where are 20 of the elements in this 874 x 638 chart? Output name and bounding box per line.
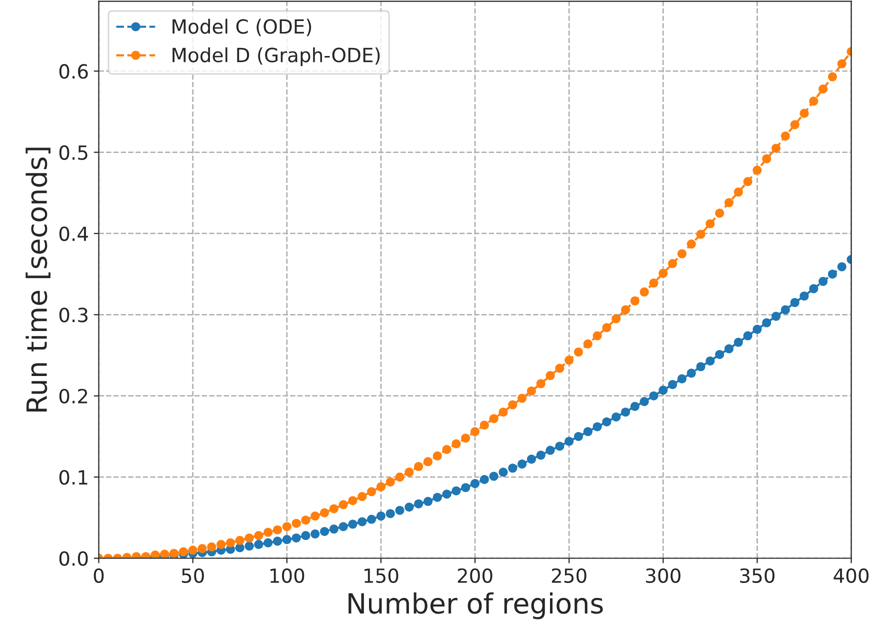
y-tick-label: 0.6	[59, 64, 88, 79]
y-tick-label: 0.2	[59, 388, 88, 404]
y-tick-label: 0.0	[59, 551, 88, 566]
x-tick-label: 350	[740, 568, 774, 584]
x-tick-label: 0	[94, 568, 104, 584]
x-tick-label: 150	[364, 568, 398, 584]
x-tick-label: 200	[458, 568, 492, 584]
y-tick-label: 0.1	[59, 470, 88, 485]
x-tick-label: 100	[270, 568, 304, 584]
y-tick-label: 0.4	[59, 226, 88, 242]
x-tick-label: 300	[646, 568, 680, 584]
y-tick-label: 0.5	[59, 145, 88, 160]
y-axis-title: Run time [seconds]	[26, 148, 50, 412]
x-tick-label: 50	[182, 568, 204, 584]
y-tick-label: 0.3	[59, 308, 88, 322]
x-axis-title: Number of regions	[348, 592, 603, 620]
legend-label: Model C (ODE)	[172, 18, 312, 36]
x-tick-label: 400	[834, 568, 869, 584]
x-tick-label: 250	[552, 568, 586, 584]
legend-label: Model D (Graph-ODE)	[172, 47, 380, 66]
